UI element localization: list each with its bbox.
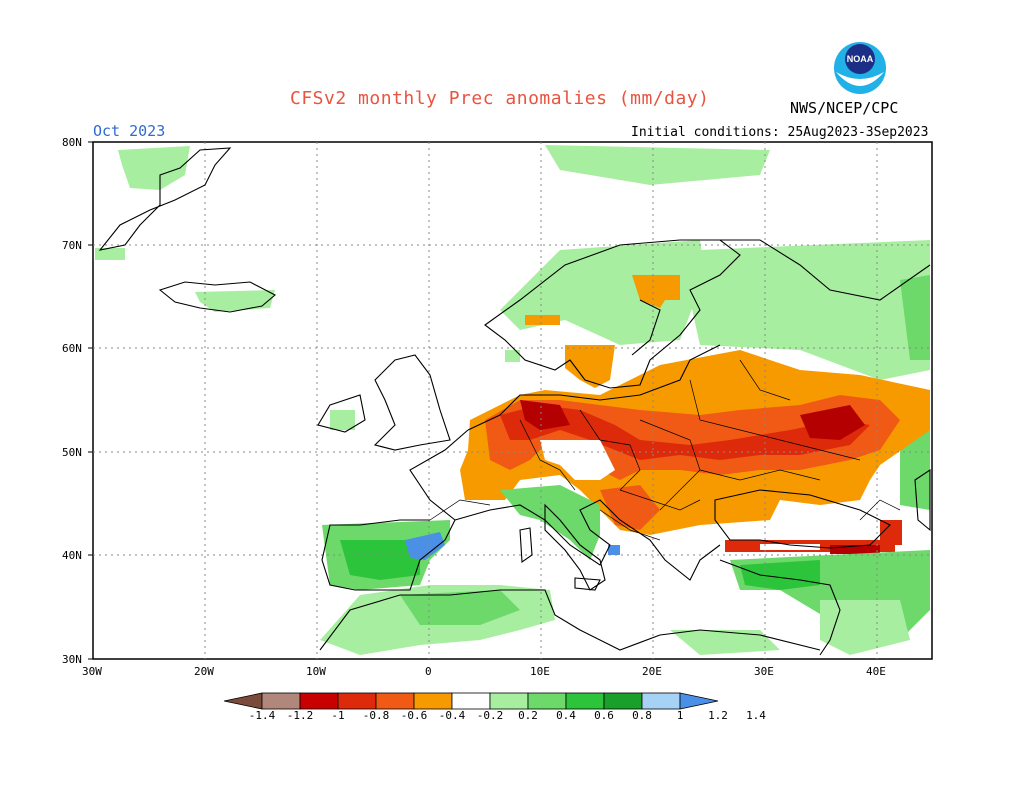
iberia-blue	[405, 532, 445, 560]
legend-label: -1.4	[249, 709, 276, 722]
country-borders	[429, 359, 901, 541]
legend-label: -1.2	[287, 709, 314, 722]
legend-colorbar: -1.4 -1.2 -1 -0.8 -0.6 -0.4 -0.2 0.2 0.4 0.6 0.8 1 1…	[223, 692, 766, 722]
lat-label: 50N	[62, 446, 82, 459]
legend-label: 0.2	[518, 709, 538, 722]
legend-label: -0.2	[477, 709, 504, 722]
europe-dry-red	[500, 405, 870, 460]
legend-label: 0.4	[556, 709, 576, 722]
lon-label: 10E	[530, 665, 550, 678]
ireland-wet	[330, 410, 355, 430]
legend-swatch	[375, 692, 415, 710]
legend-label: 0.6	[594, 709, 614, 722]
greenland-wet	[118, 146, 190, 190]
legend-swatch	[451, 692, 491, 710]
norway-dry	[525, 315, 560, 325]
italy-blue	[608, 545, 620, 555]
legend-swatch	[641, 692, 681, 710]
legend-label: -0.8	[363, 709, 390, 722]
legend-swatch	[565, 692, 605, 710]
legend-label: -0.6	[401, 709, 428, 722]
lon-labels: 30W 20W 10W 0 10E 20E 30E 40E	[82, 665, 886, 678]
legend-swatch	[489, 692, 529, 710]
italy-wet	[500, 485, 600, 560]
legend-label: 1	[677, 709, 684, 722]
lat-ticks	[88, 141, 93, 660]
balkans-dry	[600, 485, 660, 530]
noaa-logo-text: NOAA	[847, 54, 874, 64]
lon-label: 20W	[194, 665, 214, 678]
initial-conditions: Initial conditions: 25Aug2023-3Sep2023	[631, 125, 929, 140]
lat-label: 40N	[62, 549, 82, 562]
legend-swatch	[603, 692, 643, 710]
caucasus-red	[880, 520, 902, 545]
anomaly-fields	[95, 145, 930, 655]
lon-label: 0	[425, 665, 432, 678]
forecast-month: Oct 2023	[93, 122, 166, 140]
legend-label: -1	[331, 709, 344, 722]
legend-label: 1.2	[708, 709, 728, 722]
legend-swatch	[413, 692, 453, 710]
legend-arrow-left	[223, 692, 263, 710]
turkey-wet-dark	[740, 560, 820, 590]
map-title: CFSv2 monthly Prec anomalies (mm/day)	[290, 88, 710, 109]
legend-label: 1.4	[746, 709, 766, 722]
iceland-wet	[195, 290, 275, 312]
scotland-wet	[505, 350, 520, 362]
lat-label: 60N	[62, 342, 82, 355]
legend-swatch	[299, 692, 339, 710]
russia-dark	[800, 405, 865, 440]
netherlands-dark	[520, 400, 570, 430]
lat-label: 30N	[62, 653, 82, 666]
russia-north-wet	[690, 240, 930, 380]
graticule	[93, 142, 932, 659]
lat-label: 80N	[62, 136, 82, 149]
lat-labels: 80N 70N 60N 50N 40N 30N	[62, 136, 82, 666]
lon-label: 10W	[306, 665, 326, 678]
alps-neutral	[540, 440, 615, 480]
noaa-logo: NOAA	[833, 41, 887, 95]
russia-north-wet2	[900, 275, 930, 360]
egypt-wet	[670, 630, 780, 655]
agency-label: NWS/NCEP/CPC	[790, 99, 899, 117]
lon-label: 30W	[82, 665, 102, 678]
north-wet	[545, 145, 770, 185]
north-africa-mid	[400, 590, 520, 625]
turkey-dark	[830, 545, 880, 554]
legend-swatch	[337, 692, 377, 710]
turkey-white	[760, 544, 820, 550]
lon-label: 40E	[866, 665, 886, 678]
finland-dry	[632, 275, 680, 308]
lon-label: 30E	[754, 665, 774, 678]
iberia-wet-dark	[340, 540, 420, 580]
legend-swatch	[527, 692, 567, 710]
legend-label: -0.4	[439, 709, 466, 722]
legend-arrow-right	[679, 692, 719, 710]
lon-label: 20E	[642, 665, 662, 678]
levant-wet	[820, 600, 910, 655]
coastlines	[98, 147, 931, 656]
sweden-dry	[565, 345, 615, 388]
lat-label: 70N	[62, 239, 82, 252]
greenland-east-wet	[95, 248, 125, 260]
legend-label: 0.8	[632, 709, 652, 722]
legend-swatch	[261, 692, 301, 710]
russia-far-wet	[900, 430, 930, 510]
